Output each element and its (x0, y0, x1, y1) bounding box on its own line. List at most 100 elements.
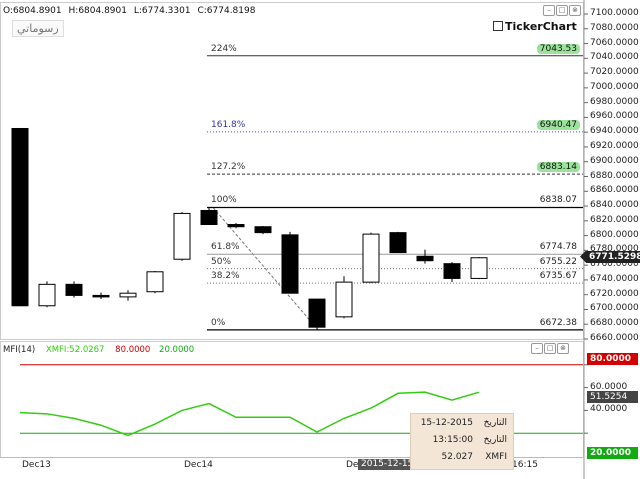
close-value: C:6774.8198 (197, 6, 256, 16)
candle-body (65, 283, 83, 296)
price-tick-label: 6880.0000 (590, 170, 639, 181)
open-value: O:6804.8901 (3, 6, 62, 16)
fib-trendline (212, 207, 319, 331)
price-tick-label: 6740.0000 (590, 273, 639, 284)
tooltip-date: 15-12-2015 (420, 418, 473, 428)
price-tick-label: 6780.0000 (590, 244, 639, 255)
candle-body (254, 226, 272, 234)
fib-level-value: 6838.07 (539, 195, 577, 206)
fib-level-pct: 161.8% (211, 119, 246, 130)
maximize-button[interactable]: □ (556, 5, 568, 16)
candle-body (416, 255, 434, 262)
candle-body (362, 233, 380, 283)
low-value: L:6774.3301 (133, 6, 191, 16)
candle-body (38, 283, 56, 307)
fib-level-pct: 61.8% (211, 242, 240, 253)
mfi-upper-value: 80.0000 (115, 345, 151, 355)
tooltip-date-label: التاريخ (483, 418, 507, 428)
fib-level-pct: 127.2% (211, 162, 246, 173)
price-tick-label: 7060.0000 (590, 37, 639, 48)
fib-level-pct: 0% (211, 317, 226, 328)
current-price-pointer (580, 250, 586, 263)
price-tick-label: 6820.0000 (590, 214, 639, 225)
fib-level-value: 6883.14 (536, 162, 580, 173)
mfi-lower-value: 20.0000 (159, 345, 195, 355)
price-tick-label: 6860.0000 (590, 185, 639, 196)
candle-body (281, 234, 299, 294)
high-value: H:6804.8901 (68, 6, 127, 16)
fib-level-value: 6672.38 (539, 317, 577, 328)
price-tick-label: 6660.0000 (590, 333, 639, 343)
price-tick-label: 6760.0000 (590, 259, 639, 270)
mfi-legend: MFI(14) XMFI:52.0267 80.0000 20.0000 (3, 345, 194, 355)
xmfi-value: XMFI:52.0267 (45, 345, 105, 355)
candle-body (119, 292, 137, 298)
tooltip-time-label: التاريخ (483, 435, 507, 445)
mfi-tick-label: 60.0000 (590, 381, 628, 392)
x-label-dec14: Dec14 (184, 460, 213, 470)
price-tick-label: 6900.0000 (590, 155, 639, 166)
price-tick-label: 6800.0000 (590, 229, 639, 240)
mfi-series-line (19, 391, 480, 437)
price-tick-label: 7000.0000 (590, 81, 639, 92)
price-tick-label: 7040.0000 (590, 52, 639, 63)
price-tick-label: 6960.0000 (590, 111, 639, 122)
price-tick-label: 7100.0000 (590, 8, 639, 18)
tooltip-value-label: XMFI (485, 452, 507, 462)
mfi-upper-tag: 80.0000 (587, 353, 638, 365)
current-price-tag: 6771.5298 (586, 250, 640, 263)
x-label-1615: 16:15 (512, 460, 538, 470)
price-tick-label: 6700.0000 (590, 303, 639, 314)
close-button[interactable]: ⊗ (569, 5, 581, 16)
fib-level-pct: 100% (211, 195, 237, 206)
mfi-name: MFI(14) (3, 345, 36, 355)
price-tick-label: 7020.0000 (590, 67, 639, 78)
price-tick-label: 6940.0000 (590, 126, 639, 137)
price-tick-label: 6980.0000 (590, 96, 639, 107)
price-tick-label: 6680.0000 (590, 318, 639, 329)
price-tick-label: 7080.0000 (590, 22, 639, 33)
candle-body (308, 298, 326, 328)
mfi-minimize-button[interactable]: – (531, 343, 543, 354)
candle-body (200, 209, 218, 226)
mfi-tick-label: 40.0000 (590, 404, 628, 415)
fib-level-value: 6755.22 (539, 256, 577, 267)
mfi-maximize-button[interactable]: □ (544, 343, 556, 354)
mfi-lower-tag: 20.0000 (587, 447, 638, 459)
fib-level-value: 6940.47 (536, 119, 580, 130)
x-label-dec13: Dec13 (22, 460, 51, 470)
mfi-close-button[interactable]: ⊗ (557, 343, 569, 354)
fib-level-pct: 38.2% (211, 271, 240, 282)
x-cursor-label: 2015-12-15 13:15:00 (358, 459, 460, 470)
minimize-button[interactable]: – (543, 5, 555, 16)
candle-body (470, 257, 488, 279)
main-pane-buttons: – □ ⊗ (543, 5, 582, 16)
tickerchart-icon (493, 21, 503, 31)
ohlc-readout: O:6804.8901 H:6804.8901 L:6774.3301 C:67… (3, 6, 259, 16)
fib-level-pct: 224% (211, 43, 237, 54)
fib-level-value: 6774.78 (539, 242, 577, 253)
x-label-dec15-partial: De (346, 460, 359, 470)
candle-body (227, 224, 245, 228)
candle-body (146, 271, 164, 293)
tooltip-value: 52.027 (441, 452, 474, 462)
mfi-pane-buttons: – □ ⊗ (531, 343, 570, 354)
candle-body (92, 294, 110, 298)
price-tick-label: 6920.0000 (590, 140, 639, 151)
fib-level-value: 7043.53 (536, 43, 580, 54)
candle-body (11, 127, 29, 307)
tooltip-time: 13:15:00 (432, 435, 473, 445)
tickerchart-logo: TickerChart (493, 20, 577, 33)
data-tooltip: 15-12-2015 التاريخ 13:15:00 التاريخ 52.0… (410, 413, 514, 470)
fib-level-pct: 50% (211, 256, 232, 267)
mfi-current-tag: 51.5254 (587, 391, 638, 404)
candle-body (389, 232, 407, 254)
arabic-logo: رسوماتي (12, 20, 64, 37)
fib-level-value: 6735.67 (539, 271, 577, 282)
candle-body (335, 281, 353, 318)
candle-body (443, 263, 461, 279)
price-tick-label: 6840.0000 (590, 200, 639, 211)
price-tick-label: 6720.0000 (590, 288, 639, 299)
